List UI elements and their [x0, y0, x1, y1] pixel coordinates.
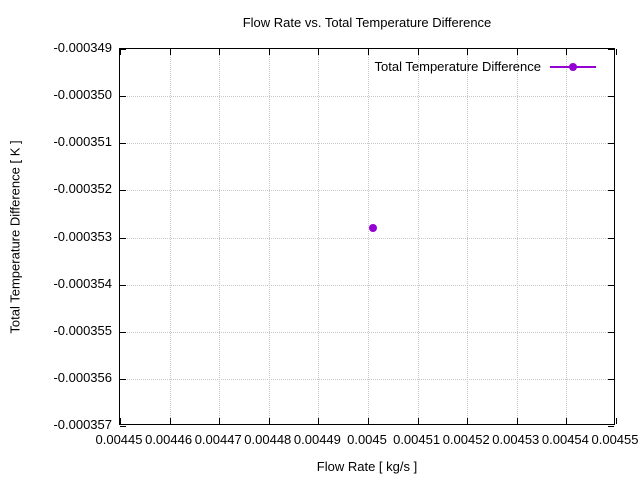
- legend: Total Temperature Difference: [375, 59, 596, 75]
- x-tick-top: [516, 49, 518, 55]
- x-tick-top: [417, 49, 419, 55]
- legend-label: Total Temperature Difference: [374, 59, 541, 74]
- x-tick-bottom: [417, 418, 419, 424]
- y-tick-label: -0.000349: [53, 40, 112, 55]
- x-tick-bottom: [516, 418, 518, 424]
- y-tick-right: [608, 331, 614, 333]
- gridline-vertical: [318, 49, 320, 424]
- gridline-vertical: [467, 49, 469, 424]
- x-tick-label: 0.00446: [145, 432, 193, 447]
- x-tick-label: 0.00447: [194, 432, 242, 447]
- x-tick-bottom: [169, 418, 171, 424]
- y-tick-left: [120, 96, 126, 98]
- gridline-horizontal: [120, 378, 614, 380]
- x-tick-top: [120, 49, 121, 55]
- x-tick-label: 0.00448: [244, 432, 292, 447]
- y-tick-label: -0.000356: [53, 369, 112, 385]
- y-tick-left: [120, 49, 126, 50]
- y-tick-label: -0.000350: [53, 87, 112, 103]
- legend-line-sample: [550, 63, 596, 71]
- y-tick-right: [608, 284, 614, 286]
- x-tick-top: [467, 49, 469, 55]
- plot-area: Total Temperature Difference: [119, 48, 617, 427]
- x-tick-bottom: [467, 418, 469, 424]
- y-tick-right: [608, 49, 614, 50]
- y-tick-label: -0.000352: [53, 181, 112, 197]
- x-tick-bottom: [318, 418, 320, 424]
- gridline-vertical: [368, 49, 369, 424]
- x-tick-bottom: [219, 418, 221, 424]
- y-tick-right: [608, 190, 614, 192]
- y-tick-left: [120, 331, 126, 333]
- gridline-vertical: [516, 49, 518, 424]
- gridline-vertical: [417, 49, 419, 424]
- x-tick-label: 0.00454: [541, 432, 589, 447]
- x-tick-top: [368, 49, 369, 55]
- y-tick-label: -0.000354: [53, 275, 112, 291]
- x-tick-label: 0.00453: [492, 432, 540, 447]
- x-tick-bottom: [268, 418, 270, 424]
- y-tick-label: -0.000351: [53, 134, 112, 150]
- x-tick-bottom: [368, 418, 369, 424]
- y-tick-right: [608, 96, 614, 98]
- gridline-vertical: [219, 49, 221, 424]
- y-tick-left: [120, 378, 126, 380]
- gridline-vertical: [566, 49, 568, 424]
- y-tick-left: [120, 190, 126, 192]
- y-tick-label: -0.000357: [53, 417, 112, 432]
- x-tick-label: 0.00455: [591, 432, 639, 447]
- y-tick-left: [120, 426, 126, 427]
- legend-marker-icon: [569, 63, 577, 71]
- x-tick-label: 0.0045: [347, 432, 387, 447]
- y-tick-right: [608, 237, 614, 239]
- x-tick-top: [219, 49, 221, 55]
- x-tick-bottom: [120, 418, 121, 424]
- x-tick-top: [268, 49, 270, 55]
- x-tick-top: [169, 49, 171, 55]
- x-tick-label: 0.00445: [95, 432, 143, 447]
- y-tick-right: [608, 426, 614, 427]
- y-tick-label: -0.000355: [53, 322, 112, 338]
- gridline-vertical: [169, 49, 171, 424]
- gridline-horizontal: [120, 331, 614, 333]
- gridline-horizontal: [120, 96, 614, 98]
- y-tick-label: -0.000353: [53, 228, 112, 244]
- data-point: [368, 224, 377, 233]
- y-tick-left: [120, 143, 126, 145]
- gridline-horizontal: [120, 143, 614, 145]
- gridline-horizontal: [120, 284, 614, 286]
- chart-title: Flow Rate vs. Total Temperature Differen…: [242, 15, 492, 30]
- x-axis-label: Flow Rate [ kg/s ]: [316, 459, 418, 474]
- x-tick-bottom: [566, 418, 568, 424]
- x-tick-bottom: [616, 418, 617, 424]
- y-tick-right: [608, 143, 614, 145]
- x-tick-top: [566, 49, 568, 55]
- gridline-vertical: [268, 49, 270, 424]
- x-tick-label: 0.00452: [442, 432, 490, 447]
- x-tick-top: [616, 49, 617, 55]
- y-tick-right: [608, 378, 614, 380]
- gridline-horizontal: [120, 190, 614, 192]
- x-tick-label: 0.00451: [393, 432, 441, 447]
- x-tick-label: 0.00449: [293, 432, 341, 447]
- x-tick-top: [318, 49, 320, 55]
- y-tick-left: [120, 237, 126, 239]
- gridline-horizontal: [120, 237, 614, 239]
- y-tick-left: [120, 284, 126, 286]
